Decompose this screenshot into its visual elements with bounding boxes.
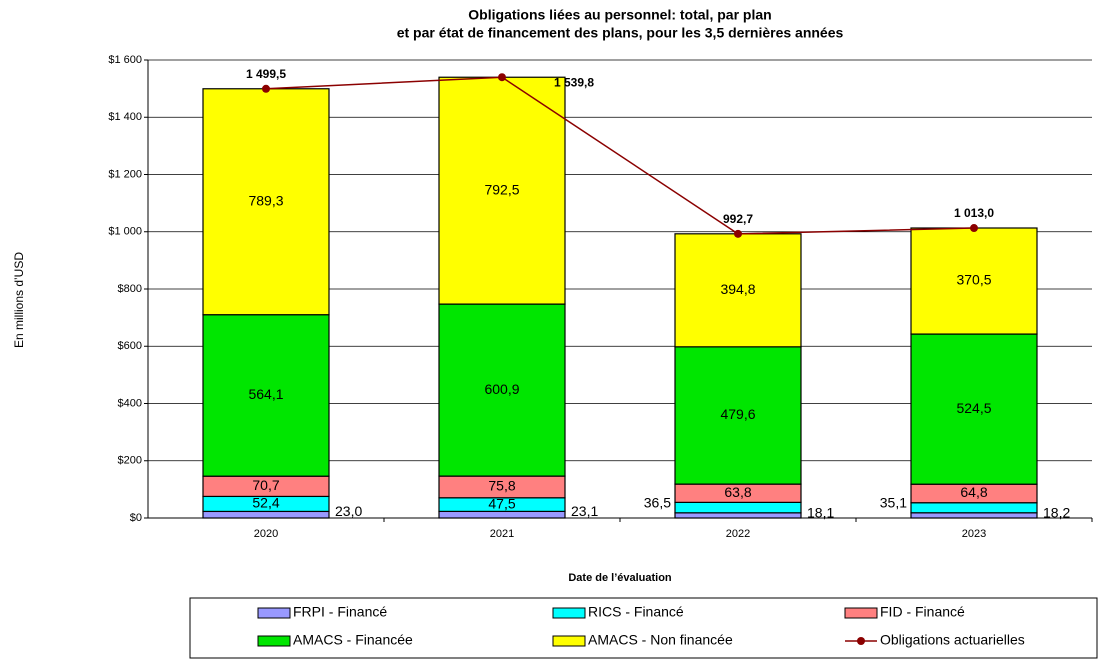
bar-segment	[910, 512, 1038, 519]
y-axis-label: En millions d’USD	[12, 252, 26, 348]
value-label: 394,8	[720, 281, 755, 297]
bar-segment	[438, 510, 566, 519]
legend-label: RICS - Financé	[588, 604, 684, 620]
value-label: 35,1	[880, 494, 907, 510]
legend-box	[189, 597, 1098, 659]
value-label: 75,8	[488, 478, 515, 494]
line-label: 1 499,5	[246, 67, 286, 81]
legend-label: FID - Financé	[880, 604, 965, 620]
bar-segment	[674, 233, 802, 348]
y-tick-label: $600	[118, 340, 142, 352]
legend-marker	[857, 637, 865, 645]
value-label: 18,2	[1043, 504, 1070, 520]
value-label: 524,5	[956, 400, 991, 416]
line-marker	[734, 229, 742, 238]
legend-label: AMACS - Non financée	[588, 632, 733, 648]
chart-title: Obligations liées au personnel: total, p…	[468, 7, 771, 23]
y-tick-label: $1 600	[108, 54, 142, 66]
value-label: 70,7	[252, 477, 279, 493]
y-tick-label: $1 000	[108, 226, 142, 238]
line	[265, 76, 975, 235]
bar-segment	[438, 303, 566, 477]
bar-segment	[910, 502, 1038, 514]
value-label: 370,5	[956, 272, 991, 288]
value-label: 63,8	[724, 484, 751, 500]
x-tick-label: 2021	[490, 528, 514, 540]
bar-segment	[438, 76, 566, 305]
value-label: 47,5	[488, 495, 515, 511]
legend-label: AMACS - Financée	[293, 632, 413, 648]
value-label: 18,1	[807, 505, 834, 521]
value-label: 600,9	[484, 381, 519, 397]
legend-swatch	[844, 607, 878, 619]
line-label: 992,7	[723, 212, 753, 226]
value-label: 564,1	[248, 386, 283, 402]
legend-swatch	[552, 607, 586, 619]
x-tick-label: 2020	[254, 528, 278, 540]
value-label: 23,0	[335, 503, 362, 519]
y-tick-label: $1 400	[108, 111, 142, 123]
legend-swatch	[257, 607, 291, 619]
chart-title: et par état de financement des plans, po…	[397, 25, 844, 41]
value-label: 64,8	[960, 484, 987, 500]
value-label: 36,5	[644, 494, 671, 510]
y-tick-label: $1 200	[108, 168, 142, 180]
y-tick-label: $0	[130, 512, 142, 524]
legend-label: FRPI - Financé	[293, 604, 387, 620]
legend-label: Obligations actuarielles	[880, 632, 1025, 648]
legend-swatch	[257, 635, 291, 647]
x-tick-label: 2023	[962, 528, 986, 540]
legend-swatch	[552, 635, 586, 647]
x-axis-label: Date de l’évaluation	[568, 572, 672, 584]
y-tick-label: $400	[118, 397, 142, 409]
y-tick-label: $200	[118, 455, 142, 467]
x-tick-label: 2022	[726, 528, 750, 540]
value-label: 52,4	[252, 495, 279, 511]
line-marker	[262, 84, 270, 93]
bar-segment	[674, 501, 802, 514]
line-label: 1 013,0	[954, 206, 994, 220]
bar-segment	[674, 512, 802, 519]
value-label: 789,3	[248, 192, 283, 208]
value-label: 792,5	[484, 181, 519, 197]
value-label: 479,6	[720, 406, 755, 422]
bar-segment	[202, 88, 330, 316]
value-label: 23,1	[571, 503, 598, 519]
line-label: 1 539,8	[554, 75, 594, 89]
bar-segment	[202, 314, 330, 477]
y-tick-label: $800	[118, 283, 142, 295]
bar-segment	[910, 227, 1038, 335]
line-marker	[498, 73, 506, 82]
bar-segment	[674, 346, 802, 485]
line-marker	[970, 224, 978, 233]
bar-segment	[202, 510, 330, 519]
